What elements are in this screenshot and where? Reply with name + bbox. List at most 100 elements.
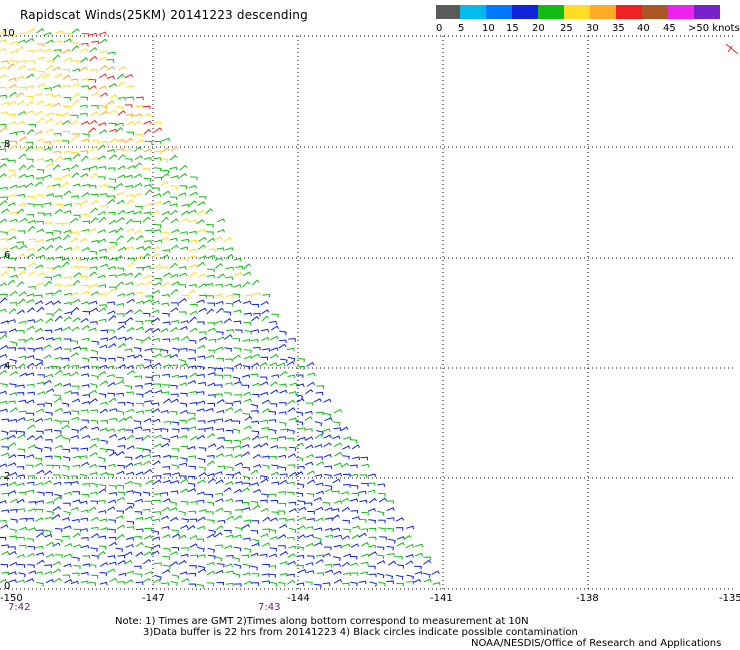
wind-barb <box>179 435 188 439</box>
wind-barb <box>79 237 88 243</box>
wind-barb <box>162 200 171 205</box>
wind-barb <box>26 552 35 558</box>
wind-barb <box>162 454 172 459</box>
wind-barb <box>170 561 179 567</box>
wind-barb <box>109 286 117 291</box>
wind-barb <box>142 105 151 110</box>
wind-barb <box>34 327 43 333</box>
wind-barb <box>62 372 71 377</box>
wind-barb <box>44 276 53 281</box>
wind-barb <box>143 274 152 279</box>
wind-barb <box>207 402 215 407</box>
wind-barb <box>223 311 232 316</box>
wind-barb <box>325 534 334 539</box>
wind-barb <box>53 289 62 295</box>
wind-barb <box>314 473 323 478</box>
wind-barb <box>315 461 325 466</box>
wind-barb <box>152 578 161 584</box>
wind-barb <box>26 399 35 404</box>
wind-barb <box>305 581 313 586</box>
wind-barb <box>233 546 242 552</box>
wind-barb <box>54 397 63 403</box>
wind-barb <box>80 544 90 549</box>
wind-barb <box>178 284 187 288</box>
wind-barb <box>35 177 44 181</box>
wind-barb <box>90 500 98 505</box>
wind-barb <box>225 407 234 412</box>
wind-barb <box>54 444 63 449</box>
wind-barb <box>234 363 243 368</box>
wind-barb <box>89 383 98 389</box>
wind-barb <box>72 42 80 47</box>
wind-barb <box>7 279 16 286</box>
wind-barb <box>18 244 28 250</box>
wind-barb <box>26 213 35 218</box>
wind-barb <box>135 454 144 459</box>
wind-barb <box>46 500 55 505</box>
wind-barb <box>367 544 377 549</box>
wind-barb <box>332 563 341 567</box>
wind-barb <box>89 32 98 37</box>
wind-barb <box>71 518 80 523</box>
legend-label-1: 5 <box>458 23 465 34</box>
wind-barb <box>135 385 143 389</box>
wind-barb <box>91 366 99 370</box>
wind-barb <box>17 184 27 189</box>
wind-barb <box>386 500 394 504</box>
wind-barb <box>244 294 253 298</box>
wind-barb <box>34 457 43 462</box>
wind-barb <box>118 572 127 577</box>
wind-barb <box>289 382 298 387</box>
wind-barb <box>386 553 395 557</box>
wind-barb <box>80 517 89 522</box>
wind-barb <box>63 229 72 234</box>
wind-barb <box>107 357 116 362</box>
wind-barb <box>171 281 180 286</box>
wind-barb <box>260 435 269 440</box>
wind-barb <box>324 417 333 422</box>
wind-barb <box>8 571 17 575</box>
wind-barb <box>55 245 63 252</box>
wind-barb <box>217 437 225 441</box>
wind-barb <box>90 482 98 488</box>
wind-barb <box>16 482 25 487</box>
wind-barb <box>70 447 79 452</box>
wind-barb <box>169 154 178 161</box>
wind-barb <box>117 491 126 496</box>
wind-barb <box>180 258 189 263</box>
wind-barb <box>206 223 214 228</box>
wind-barb <box>72 532 81 538</box>
wind-barb <box>314 536 322 543</box>
wind-barb <box>81 419 89 424</box>
wind-barb <box>0 266 9 271</box>
wind-barb <box>26 253 35 259</box>
wind-barb <box>54 222 63 227</box>
wind-barb <box>36 529 44 534</box>
wind-barb <box>233 488 242 494</box>
wind-barb <box>45 162 54 168</box>
wind-barb <box>1 452 10 457</box>
wind-barb <box>106 365 115 370</box>
wind-barb <box>108 109 117 115</box>
wind-barb <box>142 113 152 117</box>
wind-barb <box>8 392 18 396</box>
wind-barb <box>190 554 199 559</box>
wind-barb <box>343 436 352 440</box>
wind-barb <box>178 298 187 304</box>
wind-barb <box>70 217 79 224</box>
wind-barb <box>343 528 351 533</box>
wind-barb <box>0 463 8 467</box>
wind-barb <box>90 357 98 361</box>
wind-barb <box>334 578 343 584</box>
wind-barb <box>197 355 206 360</box>
wind-barb <box>125 113 134 118</box>
wind-barb <box>35 361 44 367</box>
wind-barb <box>169 185 178 190</box>
wind-barb <box>116 192 125 196</box>
wind-barb <box>262 563 270 568</box>
wind-barb <box>341 506 350 512</box>
wind-barb <box>225 302 234 307</box>
wind-barb <box>143 128 152 135</box>
wind-barb <box>208 529 216 535</box>
wind-barb <box>52 183 61 188</box>
